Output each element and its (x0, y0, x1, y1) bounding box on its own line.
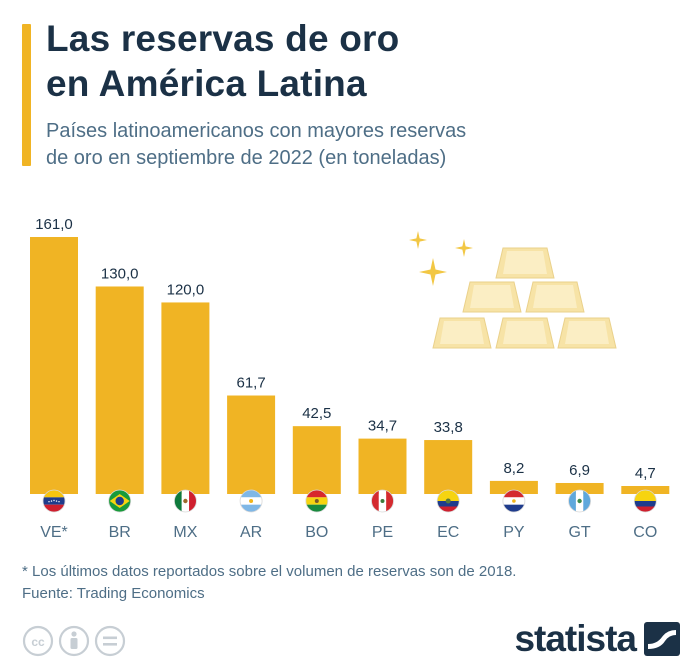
value-label: 8,2 (503, 460, 524, 477)
bar-ec (424, 440, 473, 494)
no-derivatives-icon (94, 625, 126, 657)
category-label: AR (240, 524, 262, 541)
colombia-flag-icon (633, 489, 657, 513)
bar-br (95, 286, 144, 494)
svg-text:cc: cc (31, 635, 45, 649)
footnote-note: * Los últimos datos reportados sobre el … (22, 563, 517, 580)
bar-ve (30, 237, 78, 494)
title-line-1: Las reservas de oro (46, 18, 400, 59)
category-label: BR (109, 524, 131, 541)
footnote: * Los últimos datos reportados sobre el … (22, 561, 516, 605)
value-label: 34,7 (368, 418, 397, 435)
peru-flag-icon (371, 489, 394, 513)
bar-bo (292, 426, 341, 494)
attribution-icon (58, 625, 90, 657)
category-label: CO (633, 524, 657, 541)
value-label: 61,7 (236, 375, 265, 392)
bar-ar (227, 395, 276, 494)
value-label: 6,9 (569, 462, 590, 479)
bar-mx (161, 302, 210, 494)
value-label: 42,5 (302, 405, 331, 422)
gold-bars-icon (409, 231, 617, 349)
value-label: 120,0 (167, 281, 205, 298)
category-label: EC (437, 524, 459, 541)
bar-py (489, 480, 538, 494)
category-label: PE (372, 524, 393, 541)
value-label: 33,8 (434, 419, 463, 436)
statista-mark-icon (644, 622, 680, 656)
subtitle-line-2: de oro en septiembre de 2022 (en tonelad… (46, 147, 447, 169)
ecuador-flag-icon (436, 489, 460, 513)
title-line-2: en América Latina (46, 63, 367, 104)
statista-logo: statista (514, 618, 680, 660)
category-label: GT (568, 524, 590, 541)
value-label: 161,0 (35, 216, 73, 233)
chart-title: Las reservas de oro en América Latina (46, 16, 399, 106)
footnote-source: Fuente: Trading Economics (22, 585, 205, 602)
brazil-flag-icon (108, 489, 132, 513)
category-label: BO (305, 524, 328, 541)
bar-pe (358, 438, 407, 494)
bolivia-flag-icon (305, 489, 329, 513)
category-label: PY (503, 524, 525, 541)
brand-name: statista (514, 618, 637, 659)
bar-chart: 161,0 VE* 130,0 BR 120,0 MX 61,7 AR 42,5 BO 34,7 PE… (30, 216, 670, 541)
guatemala-flag-icon (568, 489, 591, 513)
mexico-flag-icon (173, 489, 197, 513)
cc-icon: cc (22, 625, 54, 657)
accent-bar (22, 24, 31, 166)
subtitle-line-1: Países latinoamericanos con mayores rese… (46, 120, 467, 142)
value-label: 4,7 (635, 465, 656, 482)
category-label: MX (173, 524, 197, 541)
bar-gt (555, 482, 604, 494)
paraguay-flag-icon (502, 489, 526, 513)
argentina-flag-icon (239, 489, 263, 513)
chart-subtitle: Países latinoamericanos con mayores rese… (46, 118, 466, 172)
venezuela-flag-icon (42, 489, 66, 513)
category-label: VE* (40, 524, 68, 541)
license-icons: cc (22, 625, 126, 657)
value-label: 130,0 (101, 265, 139, 282)
